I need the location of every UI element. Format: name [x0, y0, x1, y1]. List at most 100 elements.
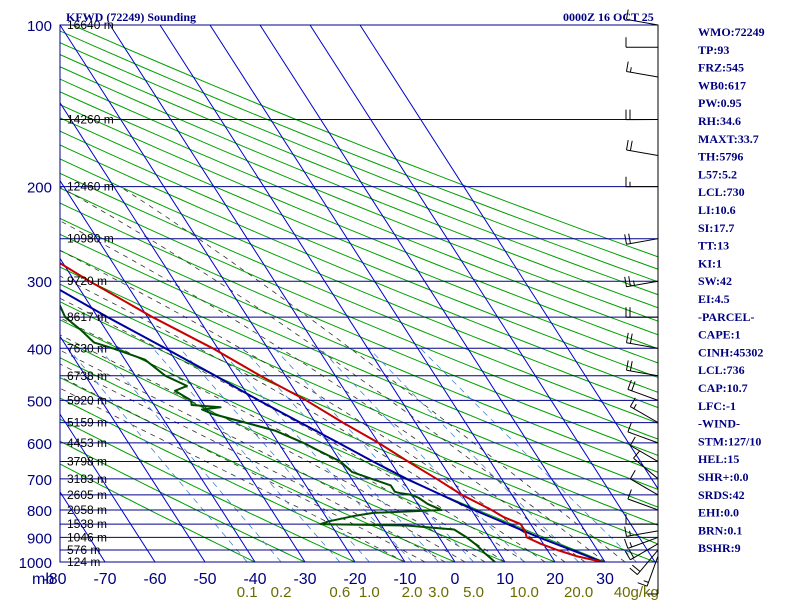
wind-barb	[625, 514, 659, 525]
pressure-tick-label: 1000	[19, 555, 52, 572]
pressure-tick-label: 200	[27, 180, 52, 197]
wind-barb	[629, 397, 659, 424]
pressure-tick-label: 500	[27, 393, 52, 410]
wind-barb	[624, 536, 659, 549]
moist-adiabat	[60, 186, 606, 562]
height-label: 1538 m	[67, 517, 107, 531]
pressure-tick-label: 900	[27, 530, 52, 547]
isotherm-line	[0, 25, 5, 562]
height-label: 1046 m	[67, 530, 107, 544]
height-label: 12460 m	[67, 180, 114, 194]
isotherm-line	[60, 335, 206, 562]
wind-barb	[626, 332, 659, 349]
sounding-index-item: EHI:0.0	[698, 506, 739, 520]
temperature-tick-label: -30	[293, 571, 316, 588]
sounding-index-item: RH:34.6	[698, 114, 741, 128]
isotherm-line	[259, 25, 606, 562]
mixing-ratio-label: 5.0	[463, 584, 484, 600]
dry-adiabat	[60, 30, 658, 270]
isobar-lines	[60, 24, 658, 563]
sounding-index-item: TT:13	[698, 239, 729, 253]
plot-frame	[59, 24, 659, 563]
height-label: 14260 m	[67, 113, 114, 127]
sounding-index-item: SW:42	[698, 274, 732, 288]
parcel-trace-line	[60, 288, 603, 562]
moist-adiabat	[60, 387, 406, 562]
temperature-line	[60, 262, 603, 562]
adiabat-lines	[60, 25, 658, 562]
pressure-labels: 100 200 300 400 500 600 700 800 900 1000	[19, 18, 52, 572]
isotherm-line	[60, 25, 406, 562]
wind-barb	[625, 176, 659, 188]
wind-barb	[626, 61, 659, 78]
temperature-tick-label: -60	[143, 571, 166, 588]
dry-adiabat	[60, 418, 356, 562]
mixing-ratio-label: 0.6	[329, 584, 350, 600]
height-label: 16640 m	[67, 18, 114, 32]
isotherm-line	[359, 25, 658, 490]
sounding-index-item: WMO:72249	[698, 25, 765, 39]
wind-barb	[625, 37, 659, 48]
isotherm-line	[60, 257, 256, 562]
height-label: 4453 m	[67, 436, 107, 450]
dewpoint-line	[60, 303, 496, 562]
mixing-ratio-line	[152, 348, 341, 562]
sounding-indices: WMO:72249 TP:93 FRZ:545 WB0:617 PW:0.95 RH:34…	[698, 25, 765, 555]
mixing-ratio-label: 10.0	[510, 584, 539, 600]
sounding-index-item: SRDS:42	[698, 488, 745, 502]
sounding-index-item: -PARCEL-	[698, 310, 754, 324]
temperature-tick-label: -50	[193, 571, 216, 588]
temperature-tick-label: 0	[451, 571, 460, 588]
wind-barb	[626, 140, 659, 157]
temperature-tick-label: -20	[343, 571, 366, 588]
pressure-tick-label: 100	[27, 18, 52, 35]
wind-barb	[625, 307, 659, 318]
height-label: 3183 m	[67, 472, 107, 486]
pressure-tick-label: 700	[27, 472, 52, 489]
sounding-index-item: WB0:617	[698, 78, 746, 92]
temperature-tick-label: -70	[93, 571, 116, 588]
isotherm-line	[60, 101, 356, 562]
temperature-tick-label: -40	[243, 571, 266, 588]
temperature-tick-label: -80	[43, 571, 66, 588]
sounding-index-item: SHR+:0.0	[698, 470, 749, 484]
profile-lines	[60, 262, 603, 562]
isotherm-line	[209, 25, 556, 562]
height-label: 9720 m	[67, 274, 107, 288]
wind-barb	[624, 543, 659, 561]
sounding-index-item: -WIND-	[698, 417, 740, 431]
isotherm-line	[109, 25, 456, 562]
isotherm-line	[159, 25, 506, 562]
sounding-index-item: CAP:10.7	[698, 381, 748, 395]
mixing-ratio-line	[274, 348, 474, 562]
sounding-index-item: EI:4.5	[698, 292, 730, 306]
height-label: 10980 m	[67, 232, 114, 246]
sounding-index-item: CINH:45302	[698, 345, 763, 359]
sounding-index-item: CAPE:1	[698, 328, 741, 342]
wind-barb	[624, 276, 659, 288]
sounding-index-item: L57:5.2	[698, 167, 737, 181]
sounding-index-item: LCL:736	[698, 363, 745, 377]
wind-barb	[627, 489, 659, 511]
pressure-tick-label: 800	[27, 503, 52, 520]
wind-barbs	[624, 9, 659, 595]
wind-barb	[629, 436, 659, 462]
wind-barb	[629, 549, 659, 575]
pressure-tick-label: 400	[27, 341, 52, 358]
wind-barb	[627, 379, 659, 401]
mixing-ratio-label: 40g/kg	[614, 584, 659, 600]
height-label: 5920 m	[67, 393, 107, 407]
wind-barb	[626, 360, 659, 377]
height-label: 7630 m	[67, 341, 107, 355]
mixing-ratio-line	[179, 348, 370, 562]
mixing-ratio-label: 0.1	[237, 584, 258, 600]
temperature-tick-label: 20	[546, 571, 564, 588]
temperature-tick-label: 10	[496, 571, 514, 588]
temperature-labels: mb-80 -70 -60 -50 -40 -30 -20 -10 0 10 20 30	[32, 571, 614, 588]
height-label: 5159 m	[67, 416, 107, 430]
wind-barb	[624, 233, 659, 245]
wind-barb	[627, 422, 659, 444]
isotherm-lines	[0, 25, 658, 562]
mixing-ratio-label: 20.0	[564, 584, 593, 600]
